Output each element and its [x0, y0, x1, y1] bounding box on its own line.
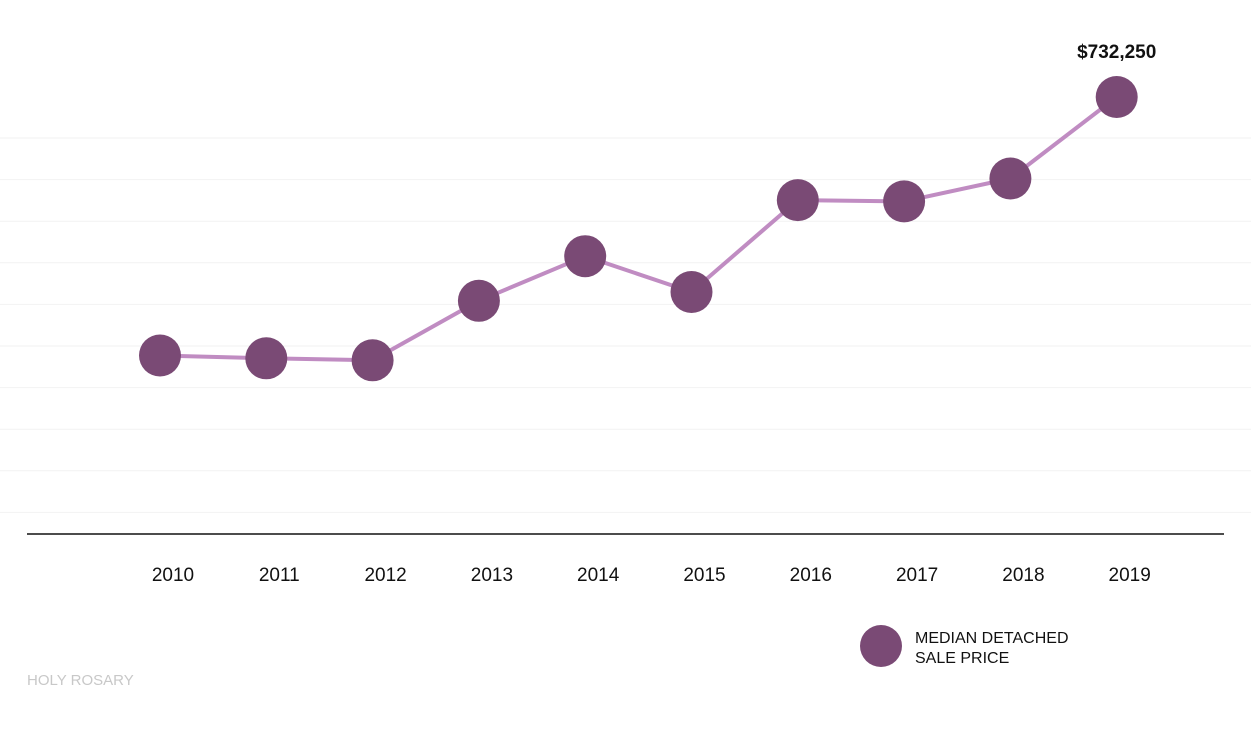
- data-point-2015: [670, 271, 713, 313]
- x-tick-label-2012: 2012: [364, 565, 406, 586]
- gridlines: [0, 137, 1251, 513]
- series-median-detached-sale-price: [139, 76, 1138, 382]
- x-tick-label-2017: 2017: [896, 565, 938, 586]
- data-point-2017: [883, 180, 926, 223]
- data-labels: $732,250: [1077, 42, 1156, 63]
- data-point-2014: [564, 235, 607, 278]
- data-point-2019: [1095, 76, 1138, 118]
- x-tick-label-2010: 2010: [152, 565, 194, 586]
- x-tick-label-2019: 2019: [1109, 565, 1151, 586]
- legend-label-line-2: SALE PRICE: [915, 650, 1009, 667]
- legend: MEDIAN DETACHED SALE PRICE: [860, 625, 1069, 667]
- data-point-2013: [457, 279, 500, 322]
- x-tick-label-2013: 2013: [471, 565, 513, 586]
- data-point-2011: [245, 337, 288, 380]
- data-point-2010: [139, 334, 181, 377]
- x-tick-label-2018: 2018: [1002, 565, 1044, 586]
- x-tick-label-2016: 2016: [790, 565, 832, 586]
- legend-label-line-1: MEDIAN DETACHED: [915, 630, 1069, 647]
- x-tick-label-2011: 2011: [259, 565, 300, 586]
- x-tick-label-2015: 2015: [683, 565, 725, 586]
- x-tick-label-2014: 2014: [577, 565, 620, 586]
- data-point-2012: [351, 339, 394, 382]
- legend-marker: [860, 625, 902, 667]
- x-axis-tick-labels: 2010 2011 2012 2013 2014 2015 2016 2017 2018 2019: [152, 565, 1151, 586]
- data-point-2016: [776, 179, 819, 222]
- data-label-2019: $732,250: [1077, 42, 1156, 63]
- series-line: [159, 95, 1118, 363]
- watermark-text: HOLY ROSARY: [27, 672, 134, 689]
- data-point-2018: [989, 157, 1032, 200]
